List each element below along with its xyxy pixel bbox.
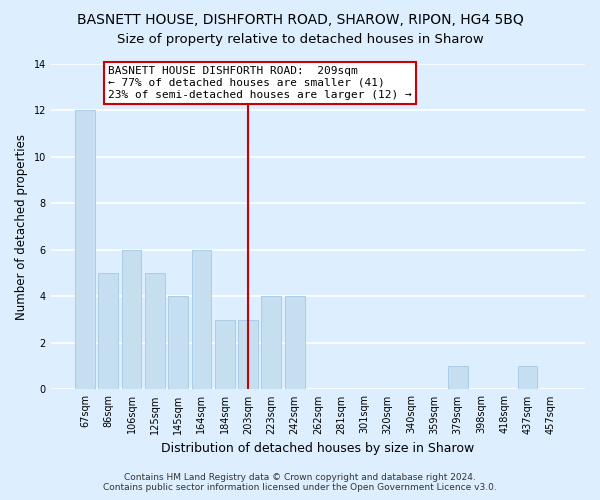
Text: BASNETT HOUSE, DISHFORTH ROAD, SHAROW, RIPON, HG4 5BQ: BASNETT HOUSE, DISHFORTH ROAD, SHAROW, R… (77, 12, 523, 26)
Bar (262, 296, 281, 390)
Bar (75, 110, 95, 390)
Bar (168, 296, 188, 390)
Text: BASNETT HOUSE DISHFORTH ROAD:  209sqm
← 77% of detached houses are smaller (41)
: BASNETT HOUSE DISHFORTH ROAD: 209sqm ← 7… (108, 66, 412, 100)
Bar (215, 320, 235, 390)
Bar (191, 250, 211, 390)
Text: Size of property relative to detached houses in Sharow: Size of property relative to detached ho… (116, 32, 484, 46)
Y-axis label: Number of detached properties: Number of detached properties (15, 134, 28, 320)
Bar (122, 250, 142, 390)
Text: Contains HM Land Registry data © Crown copyright and database right 2024.
Contai: Contains HM Land Registry data © Crown c… (103, 473, 497, 492)
Bar (238, 320, 258, 390)
Bar (145, 273, 165, 390)
Bar (518, 366, 538, 390)
X-axis label: Distribution of detached houses by size in Sharow: Distribution of detached houses by size … (161, 442, 475, 455)
Bar (285, 296, 305, 390)
Bar (98, 273, 118, 390)
Bar (448, 366, 467, 390)
